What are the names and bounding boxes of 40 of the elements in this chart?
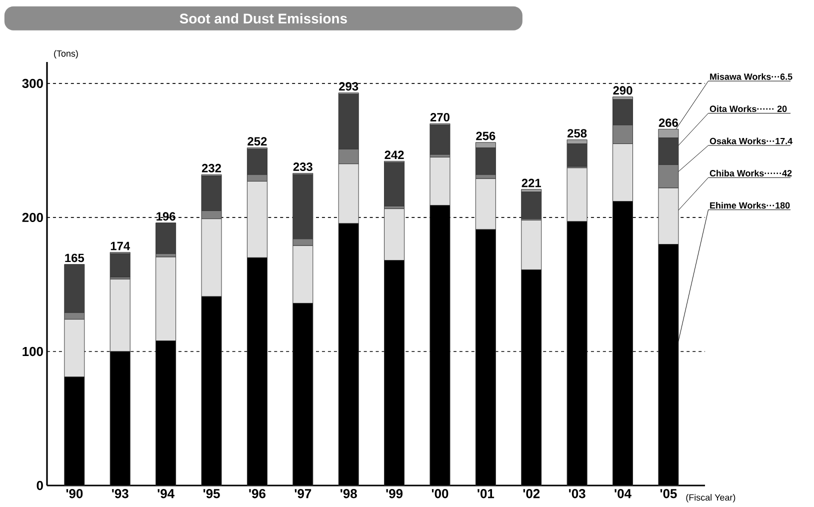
total-label: 266 bbox=[658, 118, 678, 127]
text: Ehime Works···180 bbox=[710, 202, 790, 209]
total-label: 252 bbox=[248, 137, 267, 146]
text: Oita Works······ 20 bbox=[710, 105, 787, 112]
x-tick-label: '05 bbox=[660, 489, 677, 498]
total-label: 196 bbox=[156, 212, 176, 221]
total-label: 174 bbox=[110, 242, 130, 250]
x-tick-label: '03 bbox=[569, 489, 586, 498]
total-label: 270 bbox=[430, 112, 450, 122]
total-label: 165 bbox=[65, 254, 84, 262]
total-label: 293 bbox=[339, 82, 358, 91]
x-tick-label: '93 bbox=[112, 489, 128, 498]
x-tick-label: '97 bbox=[294, 489, 312, 498]
text: Osaka Works···17.4 bbox=[710, 138, 793, 144]
x-tick-label: '04 bbox=[614, 489, 632, 498]
x-tick-label: '90 bbox=[66, 489, 83, 498]
text: Misawa Works···6.5 bbox=[710, 73, 792, 80]
total-label: 221 bbox=[522, 178, 541, 188]
x-tick-label: '02 bbox=[523, 489, 540, 498]
total-label: 242 bbox=[384, 150, 404, 159]
x-tick-label: '01 bbox=[478, 489, 494, 498]
y-tick-label: 300 bbox=[22, 78, 43, 88]
y-tick-label: 0 bbox=[36, 480, 43, 490]
total-label: 232 bbox=[202, 164, 221, 172]
total-label: 256 bbox=[476, 132, 496, 140]
x-tick-label: '98 bbox=[340, 489, 357, 498]
x-axis-title: (Fiscal Year) bbox=[686, 494, 736, 502]
total-label: 258 bbox=[568, 129, 587, 138]
y-tick-label: 100 bbox=[22, 346, 43, 356]
text: Chiba Works······42 bbox=[710, 170, 792, 176]
y-axis-title: (Tons) bbox=[54, 50, 78, 58]
total-label: 290 bbox=[613, 86, 632, 95]
x-tick-label: '00 bbox=[432, 489, 448, 498]
total-label: 233 bbox=[293, 162, 312, 172]
x-tick-label: '96 bbox=[249, 489, 266, 498]
x-tick-label: '95 bbox=[203, 489, 220, 498]
chart-title: Soot and Dust Emissions bbox=[180, 13, 347, 24]
x-tick-label: '99 bbox=[386, 489, 403, 498]
x-tick-label: '94 bbox=[158, 489, 174, 498]
y-tick-label: 200 bbox=[22, 212, 43, 222]
